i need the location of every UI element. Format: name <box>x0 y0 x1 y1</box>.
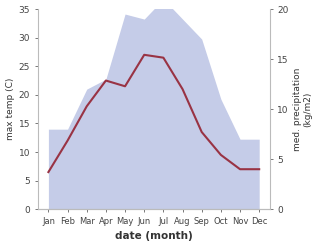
Y-axis label: max temp (C): max temp (C) <box>5 78 15 140</box>
Y-axis label: med. precipitation
(kg/m2): med. precipitation (kg/m2) <box>293 67 313 151</box>
X-axis label: date (month): date (month) <box>115 231 193 242</box>
